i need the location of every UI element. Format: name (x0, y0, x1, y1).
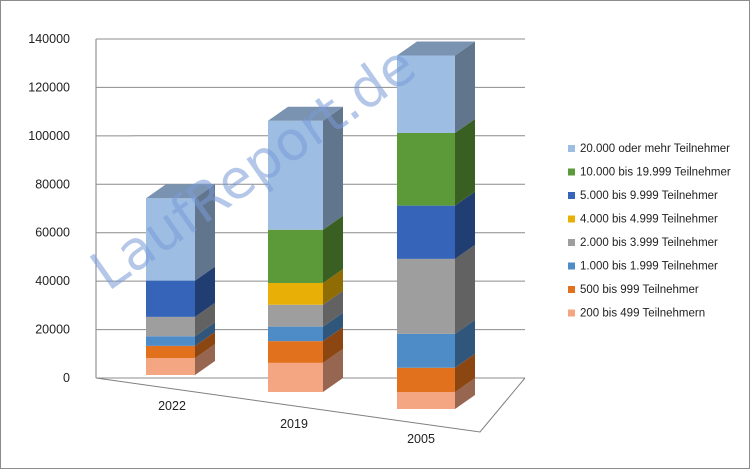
legend-label: 5.000 bis 9.999 Teilnehmer (580, 190, 718, 202)
legend-label: 500 bis 999 Teilnehmer (580, 284, 699, 296)
bar-segment (146, 280, 195, 317)
bar-segment-side (323, 312, 343, 342)
bar-segment-side (195, 302, 215, 337)
bar-segment-side (455, 378, 475, 409)
bar-segment-side (455, 319, 475, 368)
legend-label: 2.000 bis 3.999 Teilnehmer (580, 237, 718, 249)
bar-segment (268, 120, 323, 230)
bar-top (146, 184, 215, 199)
bar-segment-side (195, 184, 215, 281)
bar-segment (397, 258, 455, 334)
bar-segment (397, 367, 455, 393)
y-axis-ticks: 0 20000 40000 60000 80000 100000 120000 140000 (28, 32, 70, 385)
y-tick-label: 0 (63, 371, 70, 385)
bar-stack-2019 (268, 106, 343, 392)
bar-segment-side (323, 348, 343, 392)
bar-segment-side (195, 322, 215, 346)
legend-swatch (568, 145, 575, 152)
legend-swatch (568, 239, 575, 246)
y-tick-label: 100000 (28, 129, 70, 143)
bar-segment-side (323, 269, 343, 305)
bar-segment (268, 326, 323, 342)
floor-edge (95, 377, 526, 433)
bar-top (268, 106, 343, 121)
bar-segment (397, 55, 455, 133)
bar-segment-side (323, 290, 343, 327)
bar-segment (397, 133, 455, 206)
legend-swatch (568, 309, 575, 317)
bar-segment (146, 358, 195, 375)
bar-segment (146, 316, 195, 337)
y-tick-label: 80000 (35, 177, 70, 191)
legend-swatch (568, 168, 575, 176)
y-tick-label: 120000 (28, 80, 70, 94)
bar-segment (397, 205, 455, 259)
legend-swatch (568, 262, 575, 270)
legend-swatch (568, 215, 575, 223)
legend-label: 20.000 oder mehr Teilnehmer (580, 143, 730, 155)
bar-segment (146, 345, 195, 359)
bar-segment (268, 229, 323, 283)
bar-segment-side (195, 266, 215, 317)
legend-label: 10.000 bis 19.999 Teilnehmer (580, 167, 731, 179)
bar-segment-side (455, 244, 475, 334)
bar-segment-side (455, 119, 475, 206)
bar-segment (268, 341, 323, 363)
bar-segment-side (323, 215, 343, 283)
bar-segment (268, 362, 323, 392)
legend: 20.000 oder mehr Teilnehmer 10.000 bis 19… (568, 143, 731, 320)
bar-segment (397, 392, 455, 409)
legend-label: 4.000 bis 4.999 Teilnehmer (580, 214, 718, 226)
chart-walls (95, 39, 526, 433)
bar-segment (146, 336, 195, 346)
legend-label: 1.000 bis 1.999 Teilnehmer (580, 261, 718, 273)
bar-segment (146, 198, 195, 281)
gridlines (95, 38, 525, 379)
watermark: LaufReport.de (79, 33, 426, 303)
bar-segment (268, 304, 323, 327)
x-tick-label: 2019 (280, 417, 308, 431)
bar-segment-side (323, 106, 343, 230)
bar-segment (268, 283, 323, 305)
y-tick-label: 140000 (28, 32, 70, 46)
bar-segment-side (455, 353, 475, 393)
bar-segment-side (455, 41, 475, 133)
y-tick-label: 20000 (35, 323, 70, 337)
legend-label: 200 bis 499 Teilnehmern (580, 308, 705, 320)
y-tick-label: 40000 (35, 274, 70, 288)
bar-segment-side (195, 331, 215, 359)
bar-segment-side (455, 191, 475, 259)
x-tick-label: 2005 (407, 432, 435, 446)
legend-swatch (568, 192, 575, 199)
bar-stack-2022 (146, 184, 215, 375)
bar-segment (397, 333, 455, 368)
bar-segment-side (195, 344, 215, 375)
bar-stack-2005 (397, 41, 475, 409)
bars (146, 41, 475, 409)
bar-segment-side (323, 327, 343, 363)
y-tick-label: 60000 (35, 226, 70, 240)
legend-swatch (568, 286, 575, 293)
x-tick-label: 2022 (158, 399, 186, 413)
bar-top (397, 41, 475, 56)
x-axis-ticks: 2022 2019 2005 (158, 399, 435, 446)
